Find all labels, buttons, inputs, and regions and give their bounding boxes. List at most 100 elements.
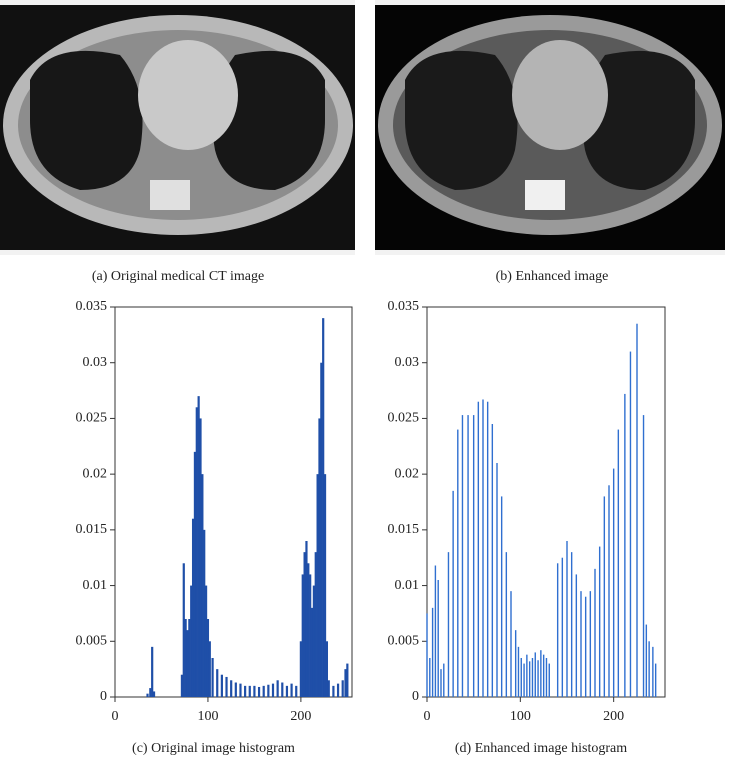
histogram-bar <box>186 630 189 697</box>
histogram-bar <box>523 663 525 697</box>
histogram-bar <box>271 683 275 697</box>
histogram-bar <box>204 585 208 697</box>
histogram-bar <box>461 415 464 697</box>
histogram-bar <box>589 591 592 697</box>
x-tick-label: 200 <box>603 709 624 724</box>
y-tick-label: 0 <box>100 689 107 704</box>
histogram-bar <box>301 574 304 697</box>
x-tick-label: 0 <box>424 709 431 724</box>
y-tick-label: 0.03 <box>83 355 108 370</box>
y-tick-label: 0.01 <box>395 578 420 593</box>
y-tick-label: 0.015 <box>76 522 108 537</box>
x-tick-label: 0 <box>112 709 119 724</box>
histogram-bar <box>314 552 317 697</box>
histogram-bar <box>652 646 654 697</box>
histogram-bar <box>244 685 247 697</box>
histogram-bar <box>514 630 517 697</box>
x-tick-label: 100 <box>510 709 531 724</box>
histogram-bar <box>429 658 431 697</box>
histogram-bar <box>443 663 445 697</box>
ct-image-enhanced <box>375 0 725 255</box>
histogram-bar <box>534 652 536 697</box>
histogram-bar <box>486 401 489 697</box>
histogram-bar <box>467 415 469 697</box>
histogram-bar <box>608 485 610 697</box>
histogram-bar <box>344 669 347 697</box>
histogram-bar <box>477 401 480 697</box>
histogram-bar <box>190 585 193 697</box>
histogram-bar <box>336 683 340 697</box>
histogram-bar <box>520 658 522 697</box>
y-tick-label: 0.015 <box>388 522 420 537</box>
histogram-bar <box>426 613 428 697</box>
histogram-bar <box>220 674 223 697</box>
histogram-bar <box>580 591 582 697</box>
ct-image-original <box>0 0 355 255</box>
histogram-bar <box>654 663 657 697</box>
histogram-bar <box>457 429 459 697</box>
y-tick-label: 0.03 <box>395 355 420 370</box>
histogram-bar <box>285 685 289 697</box>
histogram-bar <box>151 646 154 697</box>
histogram-bar <box>472 415 475 697</box>
histogram-bar <box>299 641 302 697</box>
histogram-bar <box>203 529 206 697</box>
histogram-bar <box>257 686 261 697</box>
histogram-bar <box>208 641 211 697</box>
histogram-bar <box>537 660 539 697</box>
histogram-bar <box>629 351 632 697</box>
histogram-bar <box>645 624 648 697</box>
histogram-bar <box>648 641 650 697</box>
histogram-bar <box>146 693 149 697</box>
histogram-bar <box>526 654 528 697</box>
histogram-bar <box>316 474 319 697</box>
histogram-bar <box>195 407 198 697</box>
histogram-bar <box>598 546 601 697</box>
histogram-bar <box>500 496 503 697</box>
histogram-bar <box>636 323 638 697</box>
histogram-bar <box>310 607 314 697</box>
histogram-bar <box>201 474 204 697</box>
histogram-bar <box>510 591 512 697</box>
histogram-bar <box>234 682 237 697</box>
histogram-bar <box>594 568 596 697</box>
y-tick-label: 0.025 <box>388 411 420 426</box>
histogram-bar <box>440 669 442 697</box>
histogram-bar <box>184 619 187 697</box>
histogram-bar <box>437 580 439 697</box>
histogram-bar <box>312 585 315 697</box>
y-tick-label: 0.01 <box>83 578 108 593</box>
histogram-bar <box>561 557 564 697</box>
histogram-bar <box>322 318 325 697</box>
histogram-bar <box>182 563 185 697</box>
histogram-bar <box>556 563 559 697</box>
histogram-bar <box>318 418 321 697</box>
histogram-bar <box>267 684 270 697</box>
histogram-bar <box>188 619 191 697</box>
histogram-bar <box>230 680 233 697</box>
image-caption: (a) Original medical CT image <box>92 269 264 284</box>
histogram-bar <box>239 683 242 697</box>
histogram-bar <box>206 619 210 697</box>
histogram-bar <box>617 429 620 697</box>
histogram-bar <box>262 685 265 697</box>
histogram-bar <box>327 680 330 697</box>
histogram-bar <box>517 646 520 697</box>
histogram-bar <box>152 691 156 697</box>
histogram-bar <box>542 654 545 697</box>
histogram-bar <box>566 541 568 697</box>
histogram-bar <box>584 596 587 697</box>
histogram-bar <box>431 607 434 697</box>
chart-caption: (d) Enhanced image histogram <box>455 741 627 756</box>
histogram-bar <box>180 674 184 697</box>
chart-caption: (c) Original image histogram <box>132 741 295 756</box>
histogram-bar <box>191 518 195 697</box>
histogram-bar <box>211 658 214 697</box>
histogram-bar <box>531 658 534 697</box>
histogram-bar <box>603 496 606 697</box>
histogram-bar <box>434 565 437 697</box>
plot-frame <box>114 306 353 698</box>
y-tick-label: 0.035 <box>388 299 420 314</box>
histogram-bar <box>149 688 152 697</box>
